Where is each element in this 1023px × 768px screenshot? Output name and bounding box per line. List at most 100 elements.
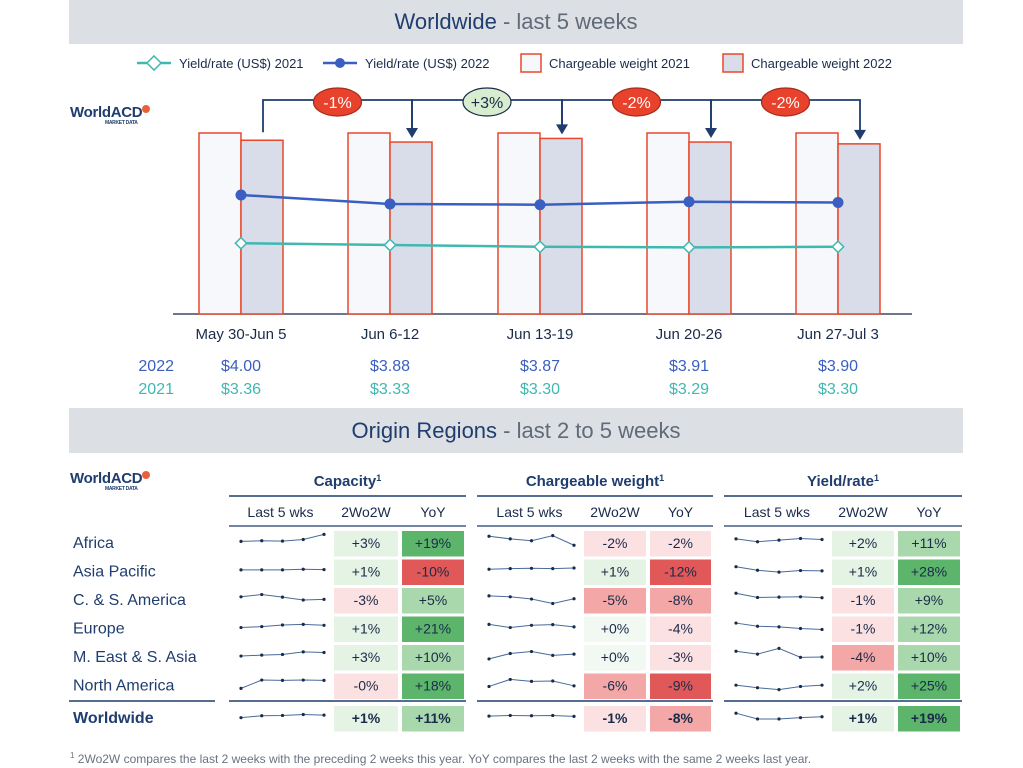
sparkline-point	[301, 650, 305, 654]
value-label: -2%	[668, 535, 693, 551]
sparkline-point	[820, 596, 824, 600]
yield-2022-label: $3.88	[370, 358, 410, 375]
value-cell	[334, 588, 398, 614]
sparkline-point	[734, 591, 738, 595]
value-cell	[832, 673, 894, 699]
sparkline-point	[508, 595, 512, 599]
value-cell	[584, 531, 646, 557]
sparkline-point	[820, 569, 824, 573]
sparkline-point	[280, 678, 285, 682]
value-cell	[334, 673, 398, 699]
sparkline-point	[508, 537, 512, 541]
footnote: 1 2Wo2W compares the last 2 weeks with t…	[70, 751, 812, 766]
bar-weight-2022	[539, 137, 583, 315]
sparkline-point	[572, 625, 576, 629]
section-header-origin-regions: Origin Regions - last 2 to 5 weeks	[69, 408, 963, 453]
x-tick-label: Jun 13-19	[507, 326, 574, 343]
section-title: Worldwide	[394, 9, 497, 34]
sparkline-point	[551, 567, 555, 571]
sparkline-point	[551, 713, 555, 718]
value-label: +12%	[911, 621, 947, 637]
bar-weight-2021	[795, 132, 839, 315]
value-label: +11%	[415, 710, 451, 726]
value-cell	[402, 588, 464, 614]
sparkline-point	[572, 543, 576, 547]
sparkline-point	[280, 595, 285, 599]
section-title: Origin Regions	[351, 418, 498, 443]
value-cell	[650, 531, 711, 557]
column-header: 2Wo2W	[590, 504, 640, 520]
yield-2022-label: $3.87	[520, 358, 560, 375]
sparkline-point	[529, 597, 534, 601]
point-yield-2022	[832, 197, 844, 208]
sparkline-point	[734, 711, 738, 715]
bar-weight-2021	[646, 132, 690, 315]
sparkline-point	[260, 653, 264, 657]
sparkline-point	[260, 714, 264, 718]
region-label: North America	[73, 678, 174, 695]
sparkline-point	[301, 598, 305, 602]
sparkline-point	[260, 592, 264, 597]
value-cell	[334, 616, 398, 642]
legend-swatch	[520, 53, 542, 73]
value-label: -6%	[603, 678, 628, 694]
sparkline-point	[755, 624, 760, 628]
sparkline-point	[508, 567, 512, 571]
worldacd-logo: WorldACD MARKET DATA	[70, 470, 151, 492]
value-cell	[402, 645, 464, 671]
region-label: Africa	[73, 535, 114, 552]
value-cell	[650, 588, 711, 614]
x-tick-label: Jun 6-12	[361, 326, 419, 343]
point-yield-2021	[234, 236, 248, 250]
point-yield-2021	[831, 240, 845, 254]
column-header: YoY	[916, 504, 942, 520]
sparkline-point	[322, 567, 326, 572]
sparkline-point	[301, 567, 305, 571]
point-yield-2022	[384, 198, 396, 210]
region-label: C. & S. America	[73, 592, 186, 609]
change-badge-label: -1%	[323, 95, 351, 112]
point-yield-2022	[534, 199, 546, 211]
bar-weight-2022	[688, 141, 732, 315]
section-header-worldwide: Worldwide - last 5 weeks	[69, 0, 963, 44]
value-label: -8%	[668, 710, 693, 726]
point-yield-2022	[235, 189, 247, 201]
sparkline-point	[529, 623, 534, 627]
value-label: +18%	[415, 678, 451, 694]
sparkline-point	[508, 713, 512, 718]
sparkline-point	[322, 532, 326, 536]
bar-weight-2022	[240, 139, 284, 315]
value-cell	[898, 588, 960, 614]
sparkline-point	[798, 716, 803, 720]
value-cell	[584, 616, 646, 642]
value-label: -8%	[668, 592, 693, 608]
yield-2022-label: $4.00	[221, 358, 261, 375]
yield-2021-label: $3.29	[669, 381, 709, 398]
sparkline-point	[755, 540, 760, 544]
sparkline-point	[280, 568, 285, 572]
legend-label: Yield/rate (US$) 2022	[365, 56, 490, 71]
sparkline-point	[301, 622, 305, 626]
sparkline-point	[487, 684, 491, 689]
value-label: +1%	[601, 564, 629, 580]
value-cell	[402, 531, 464, 557]
group-header: Yield/rate1	[807, 473, 879, 490]
sparkline-point	[322, 597, 326, 601]
value-label: +10%	[911, 649, 947, 665]
arrow-head-icon	[854, 129, 866, 140]
sparkline-point	[755, 595, 760, 600]
change-badge	[462, 87, 512, 117]
sparkline-point	[239, 716, 243, 720]
sparkline-point	[798, 626, 803, 631]
value-label: +3%	[352, 649, 380, 665]
sparkline-point	[755, 568, 760, 572]
value-label: +10%	[415, 649, 451, 665]
sparkline-point	[777, 538, 781, 542]
value-label: +0%	[601, 621, 629, 637]
value-label: -1%	[851, 621, 876, 637]
value-label: +1%	[849, 710, 878, 726]
value-cell	[898, 673, 960, 699]
column-header: Last 5 wks	[744, 504, 810, 520]
sparkline-point	[322, 623, 326, 627]
sparkline-point	[529, 539, 534, 543]
